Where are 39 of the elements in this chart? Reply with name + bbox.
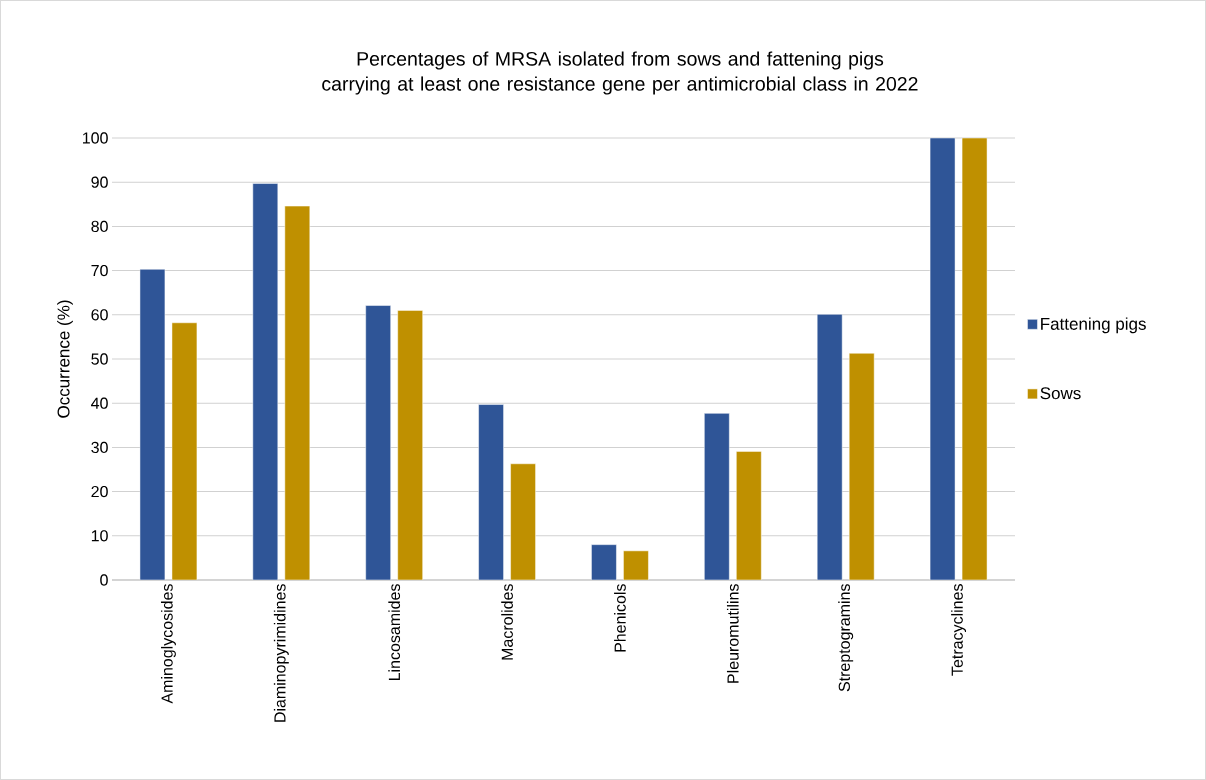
bar [704,413,730,580]
y-axis-title: Occurrence (%) [57,300,73,418]
bar [171,322,198,580]
bar [478,404,504,580]
legend-label: Fattening pigs [1041,317,1146,334]
y-tick-label: 100 [83,132,108,144]
y-tick-label: 30 [91,441,108,454]
y-tick-label: 50 [91,353,108,365]
x-tick-label: Phenicols [614,584,626,652]
bar [397,310,423,580]
bar [848,353,875,580]
x-tick-label: Aminoglycosides [160,584,176,704]
x-tick-label: Tetracyclines [951,584,967,676]
y-tick-label: 0 [100,574,108,586]
bar [252,183,279,580]
bar [961,138,988,580]
x-tick-label: Diaminopyrimidines [273,584,289,722]
x-tick-label: Pleuromutilins [726,584,739,683]
bar [736,451,762,580]
y-tick-label: 60 [91,309,108,321]
y-tick-label: 40 [91,397,108,409]
bar [139,269,166,580]
x-tick-label: Streptogramins [838,584,854,692]
bar [365,305,391,580]
bar [816,314,843,580]
chart-title: Percentages of MRSA isolated from sows and fattening pigs carrying at least one resistance gene per antimicrobial class in 2022 [322,51,918,95]
y-tick-label: 90 [91,176,108,188]
y-tick-label: 10 [91,530,108,542]
bar [591,544,617,580]
y-tick-label: 70 [91,264,108,277]
legend-label: Sows [1040,387,1081,400]
y-tick-label: 20 [91,485,108,498]
x-tick-label: Lincosamides [388,584,401,681]
bar [510,463,536,580]
bar [623,550,649,580]
x-tick-label: Macrolides [501,584,513,660]
y-tick-label: 80 [91,220,108,233]
bar [929,138,956,580]
bar [284,205,311,580]
